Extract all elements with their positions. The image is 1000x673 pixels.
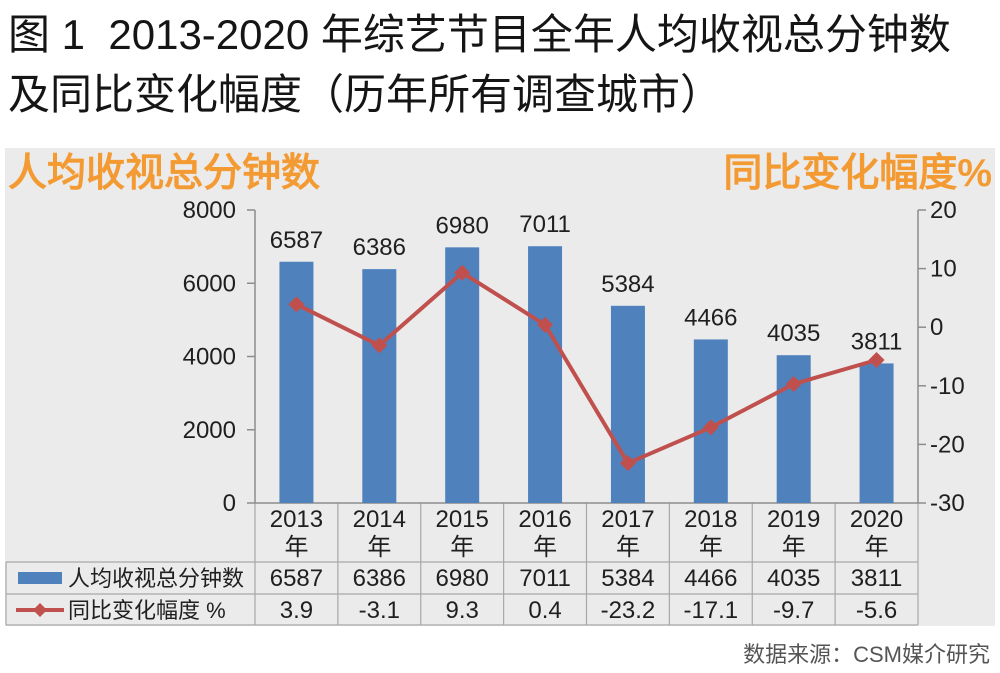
line-marker-2015 xyxy=(454,264,471,281)
x-tick-label-2013: 2013年 xyxy=(269,506,324,561)
series-line-yoy-change xyxy=(295,270,878,466)
table-cell-yoy-2017: -23.2 xyxy=(601,597,656,624)
bar-data-label-2017: 5384 xyxy=(601,271,654,298)
y-tick-label: 2000 xyxy=(183,417,236,444)
x-tick-label-2019: 2019年 xyxy=(766,506,821,561)
table-cell-minutes-2013: 6587 xyxy=(270,565,323,592)
x-tick-label-2014: 2014年 xyxy=(352,506,406,561)
y-tick-label: 6000 xyxy=(183,270,236,297)
figure-title-line-1: 图 1 2013-2020 年综艺节目全年人均收视总分钟数 xyxy=(8,11,951,58)
y2-tick-label: 10 xyxy=(930,256,957,283)
x-tick-label-2016: 2016年 xyxy=(518,506,572,561)
y2-tick-label: 0 xyxy=(930,314,943,341)
x-tick-label-2017: 2017年 xyxy=(601,506,655,561)
bar-2017 xyxy=(610,305,645,503)
y-tick-label: 0 xyxy=(223,490,236,517)
x-tick-label-2018: 2018年 xyxy=(684,506,738,561)
legend-swatch-bar xyxy=(18,572,62,584)
line-marker-2016 xyxy=(537,316,554,333)
table-cell-minutes-2016: 7011 xyxy=(519,565,571,592)
line-marker-2014 xyxy=(371,337,388,354)
legend-label-yoy: 同比变化幅度 % xyxy=(68,598,226,623)
table-cell-minutes-2019: 4035 xyxy=(767,565,820,592)
table-cell-minutes-2014: 6386 xyxy=(353,565,406,592)
y-axis-title: 人均收视总分钟数 xyxy=(8,152,321,195)
figure-title-line-2: 及同比变化幅度（历年所有调查城市） xyxy=(8,71,723,118)
bar-data-label-2016: 7011 xyxy=(519,211,571,238)
bar-data-label-2015: 6980 xyxy=(435,212,488,239)
table-cell-yoy-2019: -9.7 xyxy=(773,597,814,624)
y2-axis-title: 同比变化幅度% xyxy=(723,152,992,195)
line-marker-2019 xyxy=(785,376,802,393)
bar-data-label-2019: 4035 xyxy=(767,320,820,347)
bar-2016 xyxy=(528,246,563,504)
legend-label-minutes: 人均收视总分钟数 xyxy=(68,566,244,591)
x-tick-label-2020: 2020年 xyxy=(849,506,904,561)
line-marker-2020 xyxy=(868,352,885,369)
table-cell-minutes-2018: 4466 xyxy=(684,565,737,592)
bar-data-label-2014: 6386 xyxy=(353,234,406,261)
bar-2014 xyxy=(362,269,397,503)
x-tick-label-2015: 2015年 xyxy=(435,506,489,561)
y2-tick-label: -10 xyxy=(930,373,965,400)
table-cell-yoy-2015: 9.3 xyxy=(446,597,479,624)
table-cell-yoy-2014: -3.1 xyxy=(359,597,400,624)
y-tick-label: 4000 xyxy=(183,344,236,371)
y2-tick-label: -20 xyxy=(930,431,965,458)
bar-data-label-2020: 3811 xyxy=(851,328,903,355)
legend-marker-diamond xyxy=(33,603,47,617)
line-marker-2018 xyxy=(702,419,719,436)
y2-tick-label: -30 xyxy=(930,490,965,517)
y-tick-label: 8000 xyxy=(183,197,236,224)
table-cell-yoy-2013: 3.9 xyxy=(280,597,313,624)
table-cell-minutes-2017: 5384 xyxy=(601,565,654,592)
line-marker-2013 xyxy=(288,296,305,313)
bar-2020 xyxy=(859,363,894,503)
table-cell-yoy-2016: 0.4 xyxy=(528,597,561,624)
bar-data-label-2018: 4466 xyxy=(684,304,737,331)
table-cell-yoy-2018: -17.1 xyxy=(683,597,738,624)
table-cell-yoy-2020: -5.6 xyxy=(856,597,897,624)
bar-data-label-2013: 6587 xyxy=(270,227,323,254)
bar-2015 xyxy=(445,247,480,503)
table-cell-minutes-2020: 3811 xyxy=(851,565,903,592)
source-note: 数据来源：CSM媒介研究 xyxy=(743,642,990,667)
line-marker-2017 xyxy=(619,455,636,472)
chart-area xyxy=(5,148,995,626)
y2-tick-label: 20 xyxy=(930,197,957,224)
table-cell-minutes-2015: 6980 xyxy=(435,565,488,592)
